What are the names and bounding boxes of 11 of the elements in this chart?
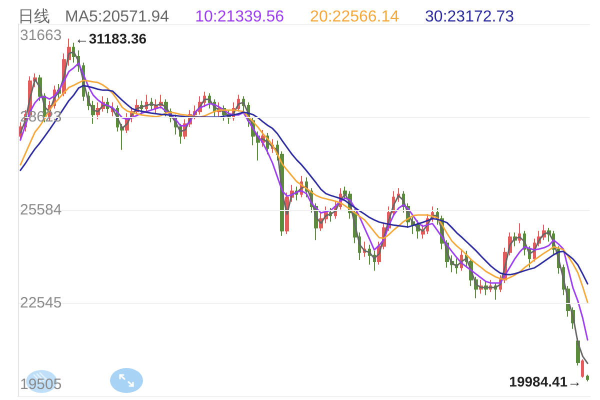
text: 20:22566.14 bbox=[310, 8, 400, 26]
text: 10:21339.56 bbox=[195, 8, 284, 26]
annotation: 19984.41→ bbox=[509, 373, 582, 390]
y-tick-label: 22545 bbox=[20, 294, 62, 312]
y-tick-label: 28623 bbox=[20, 108, 62, 126]
y-tick-label: 25584 bbox=[20, 202, 62, 218]
y-tick-label: 31663 bbox=[20, 27, 62, 44]
annotation: ←31183.36 bbox=[74, 30, 147, 47]
chart-title: 日线 bbox=[18, 8, 50, 26]
text: 30:23172.73 bbox=[425, 8, 514, 26]
series-label: MA5:20571.94 bbox=[65, 8, 170, 26]
